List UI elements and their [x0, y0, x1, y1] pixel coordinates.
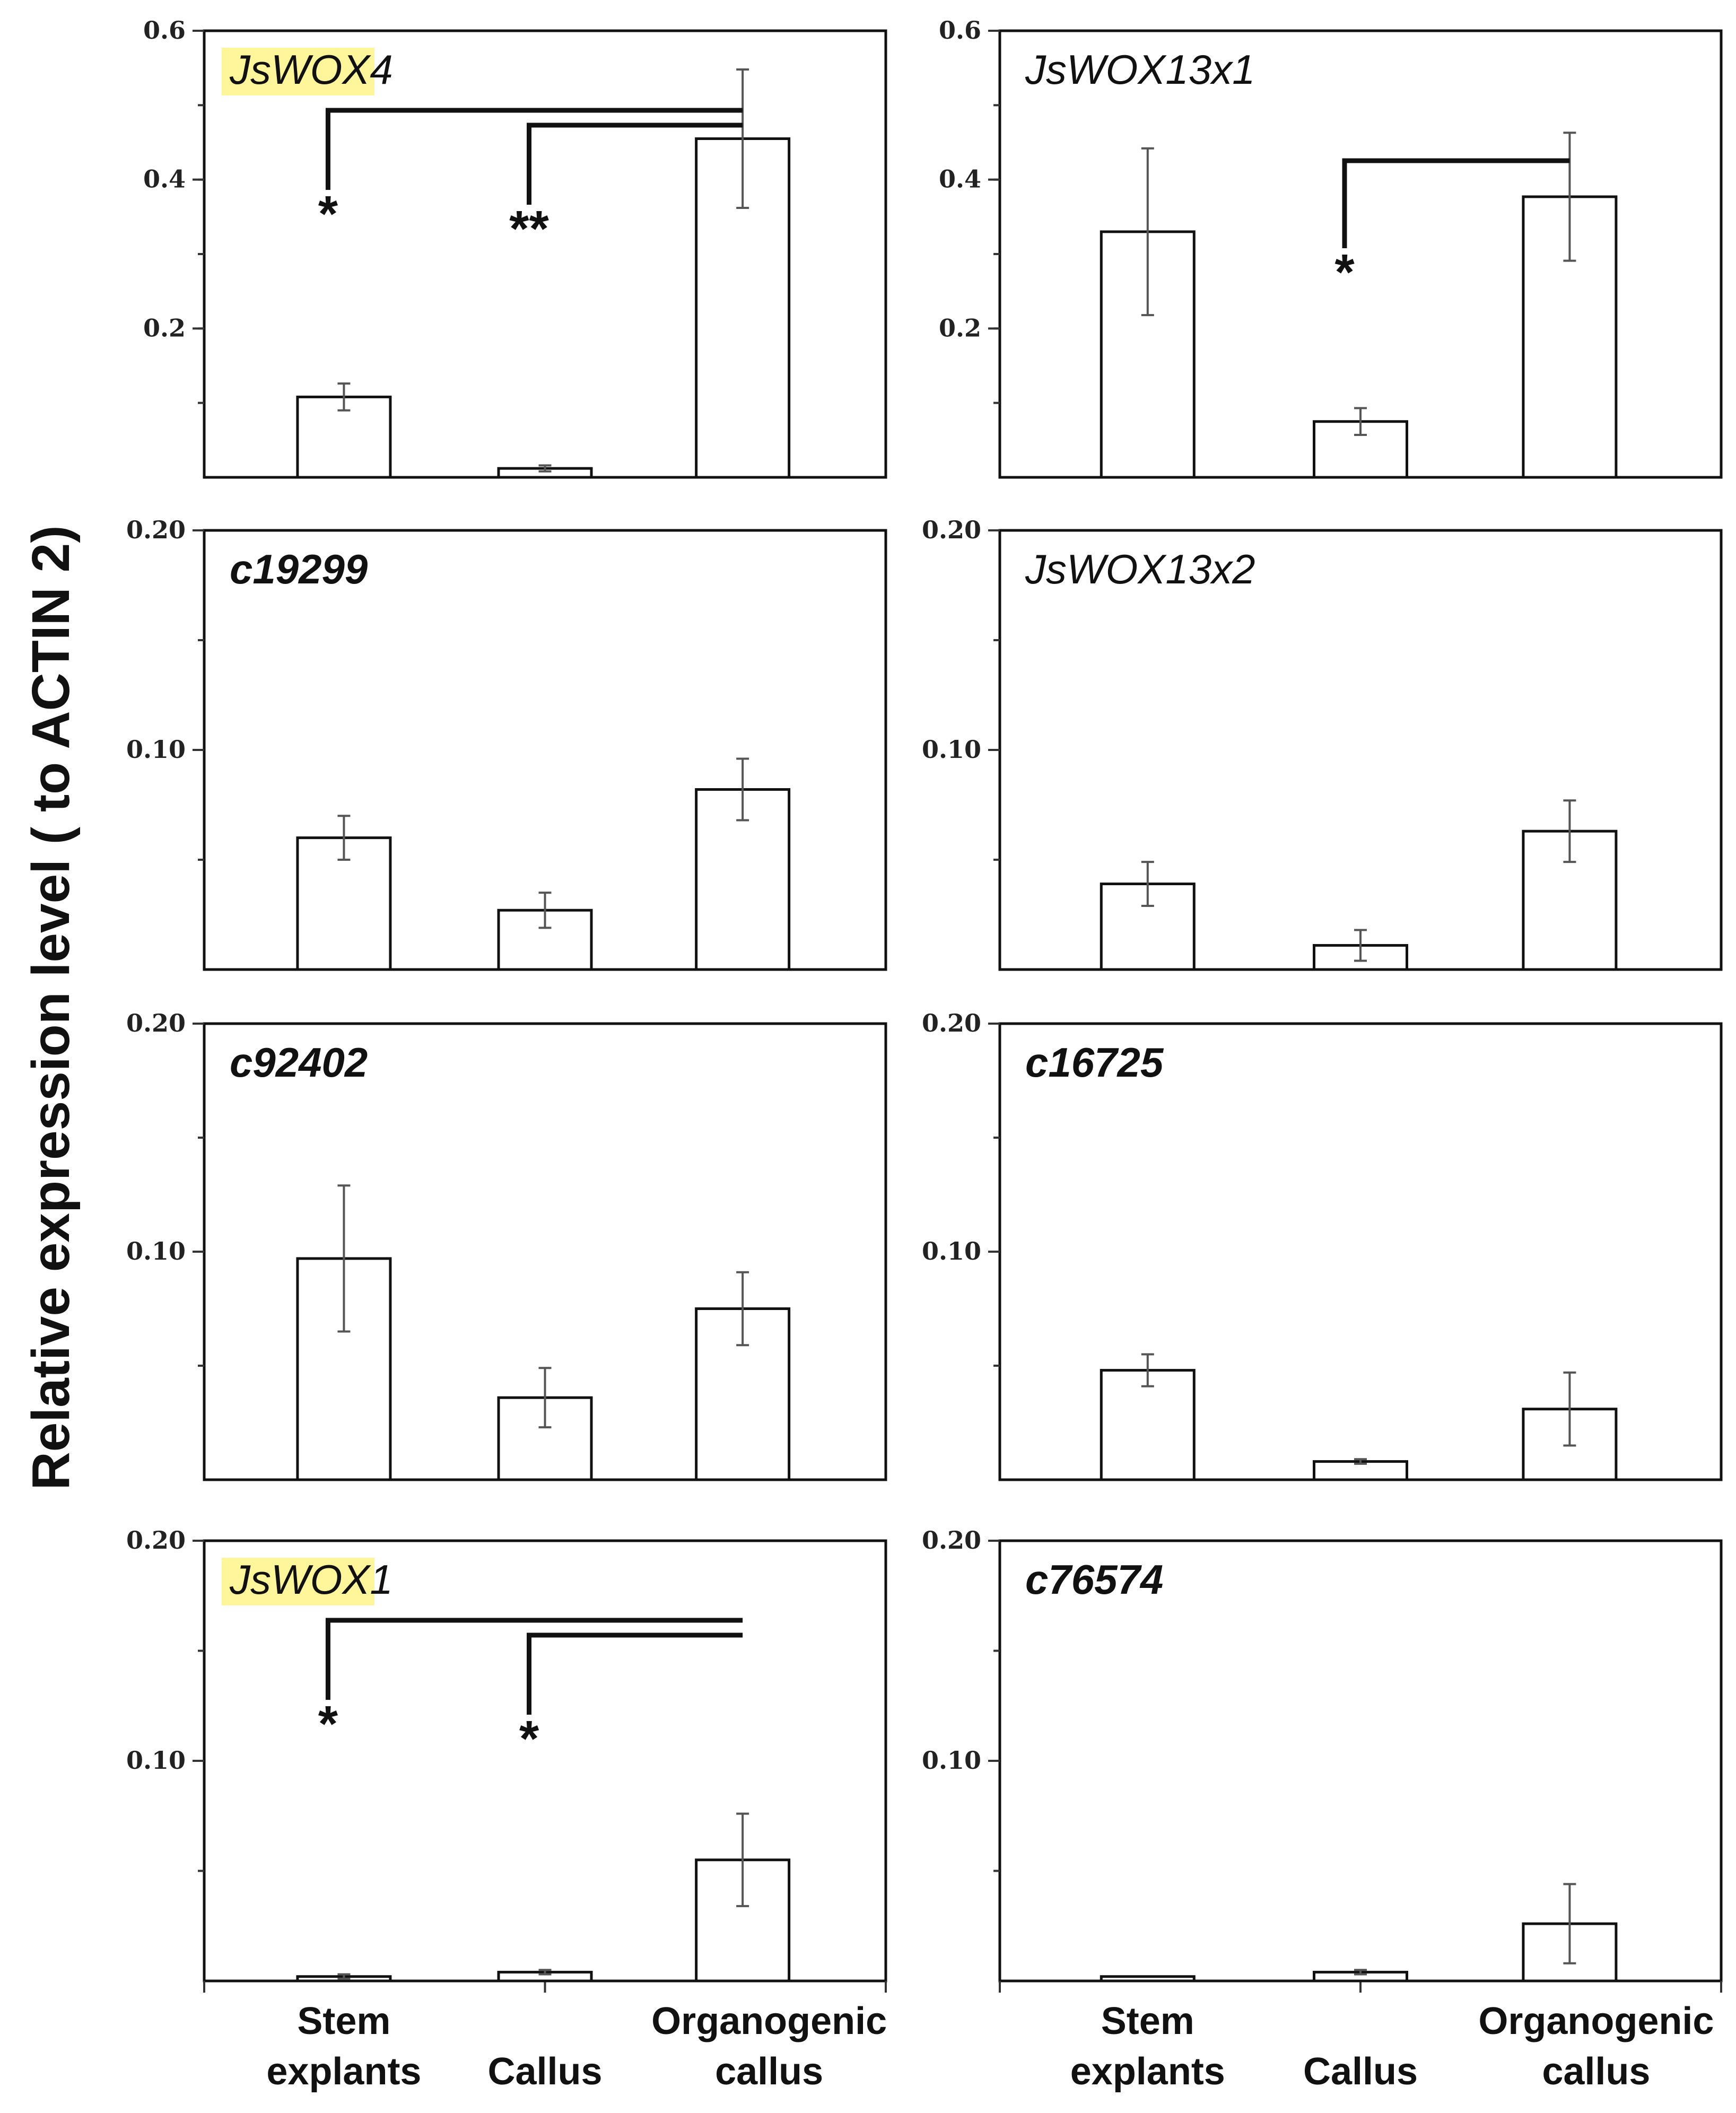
y-tick-label: 0.20: [126, 1009, 186, 1037]
category-label: Organogenic: [651, 2000, 887, 2042]
significance-star: *: [318, 186, 338, 242]
category-label: Organogenic: [1478, 2000, 1714, 2042]
category-label: Stem: [1101, 2000, 1194, 2042]
category-label: Callus: [487, 2050, 602, 2093]
category-label: Stem: [297, 2000, 390, 2042]
y-tick-label: 0.10: [922, 735, 981, 764]
significance-bracket: [527, 1632, 743, 1715]
category-label: explants: [266, 2050, 421, 2093]
y-tick-label: 0.10: [126, 1237, 186, 1265]
chart-panel-c19299: 0.10 0.20 c19299: [126, 516, 887, 971]
category-label: callus: [1542, 2050, 1650, 2093]
bar-0: [1100, 1975, 1196, 1983]
panel-title: c92402: [230, 1039, 368, 1086]
category-labels: Stem explants Callus Organogenic callus Stem e…: [266, 2000, 1714, 2093]
category-label: explants: [1070, 2050, 1225, 2093]
chart-panel-c92402: 0.10 0.20 c92402: [126, 1009, 887, 1481]
y-tick-label: 0.10: [922, 1746, 981, 1775]
significance-bracket: [325, 108, 743, 190]
chart-panel-jswox13x1: 0.2 0.4 0.6 JsWOX13x1 *: [939, 16, 1723, 479]
y-tick-label: 0.4: [143, 165, 186, 194]
y-tick-label: 0.20: [126, 516, 186, 544]
significance-bracket: [325, 1618, 743, 1700]
y-tick-label: 0.10: [126, 1746, 186, 1775]
y-tick-label: 0.20: [922, 1009, 981, 1037]
panel-title: c19299: [230, 546, 368, 592]
y-tick-label: 0.20: [126, 1526, 186, 1555]
title-highlight: [222, 1558, 374, 1605]
significance-star: *: [318, 1696, 338, 1752]
y-tick-label: 0.6: [939, 16, 981, 45]
y-axis-label: Relative expression level ( to ACTIN 2): [21, 525, 81, 1490]
y-tick-label: 0.2: [143, 313, 186, 342]
significance-star: **: [509, 200, 549, 257]
y-tick-label: 0.6: [143, 16, 186, 45]
panel-title: c16725: [1025, 1039, 1164, 1086]
panel-title: JsWOX13x1: [1025, 46, 1255, 93]
chart-panel-jswox13x2: 0.10 0.20 JsWOX13x2: [922, 516, 1723, 971]
significance-bracket: [1342, 158, 1570, 248]
chart-panel-c76574: 0.10 0.20 c76574: [922, 1526, 1723, 1993]
chart-panel-jswox1: 0.10 0.20 JsWOX1 * *: [126, 1526, 887, 1993]
significance-star: *: [1334, 244, 1355, 301]
y-tick-label: 0.2: [939, 313, 981, 342]
panel-title: JsWOX1: [229, 1556, 393, 1603]
category-label: Callus: [1303, 2050, 1418, 2093]
plot-frame: [998, 1539, 1723, 1983]
title-highlight: [222, 48, 374, 95]
y-tick-label: 0.20: [922, 1526, 981, 1555]
significance-star: *: [519, 1710, 539, 1767]
chart-panel-c16725: 0.10 0.20 c16725: [922, 1009, 1723, 1481]
y-tick-label: 0.20: [922, 516, 981, 544]
panel-title: JsWOX13x2: [1025, 546, 1255, 592]
panel-title: JsWOX4: [229, 46, 393, 93]
y-tick-label: 0.10: [126, 735, 186, 764]
y-tick-label: 0.10: [922, 1237, 981, 1265]
category-label: callus: [715, 2050, 823, 2093]
panel-title: c76574: [1025, 1556, 1163, 1603]
bar-1: [1313, 1460, 1408, 1481]
significance-bracket: [527, 123, 743, 205]
y-tick-label: 0.4: [939, 165, 981, 194]
